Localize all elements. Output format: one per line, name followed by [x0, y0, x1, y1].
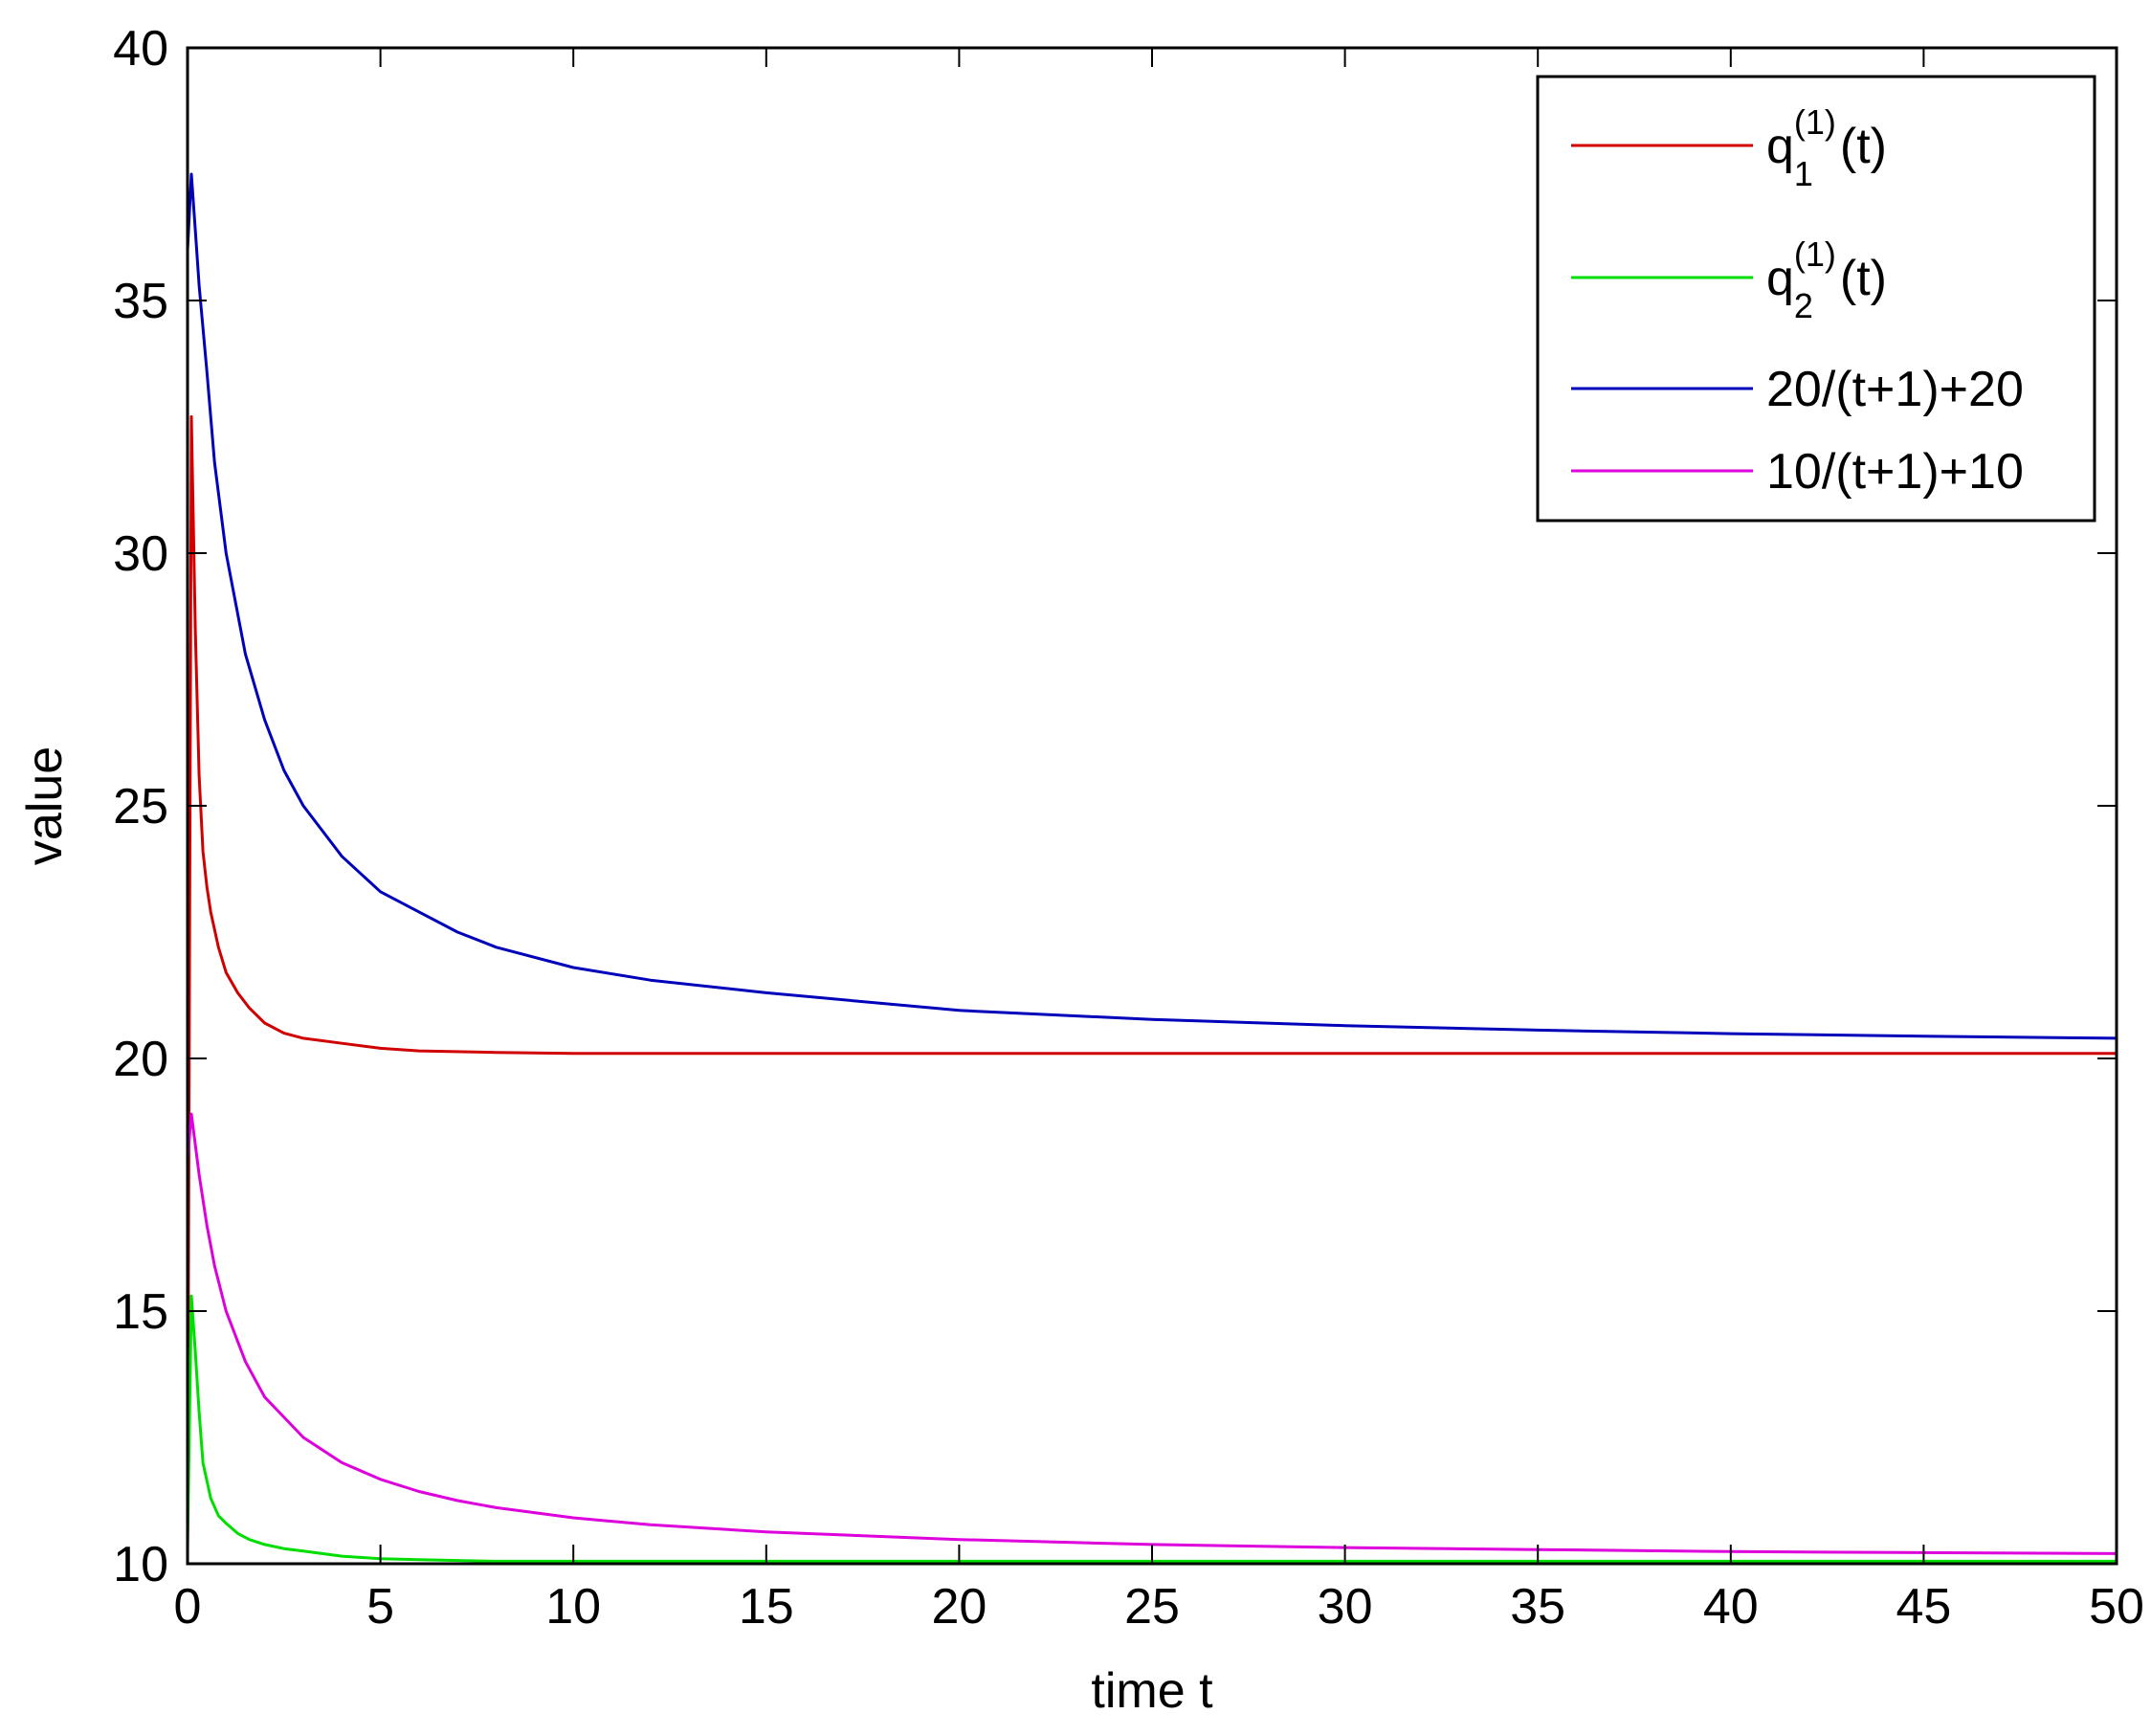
legend-label-3: 20/(t+1)+20: [1766, 362, 2024, 417]
y-tick-label: 15: [113, 1284, 168, 1340]
series-line-1: [186, 414, 2117, 1539]
axis-ticks: [187, 47, 2118, 1565]
x-tick-label: 30: [1318, 1579, 1373, 1635]
x-tick-label: 10: [545, 1579, 601, 1635]
x-tick-labels: 0 5 10 15 20 25 30 35 40 45 50: [174, 1579, 2144, 1635]
series-line-4: [186, 1112, 2118, 1555]
legend-label-1: q: [1766, 119, 1794, 174]
series-line-2: [186, 1294, 2117, 1563]
x-tick-label: 0: [174, 1579, 202, 1635]
y-tick-label: 10: [113, 1537, 168, 1592]
legend-box: [1536, 75, 2096, 523]
y-tick-label: 30: [113, 526, 168, 582]
x-tick-label: 25: [1124, 1579, 1180, 1635]
legend-superscript-2: (1): [1794, 234, 1836, 274]
y-tick-label: 20: [113, 1032, 168, 1087]
legend-subscript-1: 1: [1794, 154, 1813, 193]
x-tick-label: 15: [739, 1579, 794, 1635]
y-tick-label: 25: [113, 779, 168, 835]
series-line-3: [186, 172, 2118, 1040]
legend-subscript-2: 2: [1794, 286, 1813, 325]
x-tick-label: 40: [1703, 1579, 1759, 1635]
x-tick-label: 35: [1510, 1579, 1565, 1635]
legend-superscript-1: (1): [1794, 102, 1836, 142]
legend-label-4: 10/(t+1)+10: [1766, 444, 2024, 500]
y-tick-labels: 10 15 20 25 30 35 40: [113, 21, 168, 1592]
x-axis-label: time t: [1091, 1663, 1213, 1719]
x-tick-label: 50: [2089, 1579, 2144, 1635]
legend-label-tail-1: (t): [1840, 119, 1887, 174]
plot-lines: [186, 172, 2118, 1563]
x-tick-label: 20: [931, 1579, 987, 1635]
legend-label-2: q: [1766, 251, 1794, 306]
y-axis-label: value: [17, 746, 73, 865]
x-tick-label: 45: [1896, 1579, 1951, 1635]
y-tick-label: 40: [113, 21, 168, 77]
y-tick-label: 35: [113, 274, 168, 329]
x-tick-label: 5: [366, 1579, 394, 1635]
legend-label-tail-2: (t): [1840, 251, 1887, 306]
